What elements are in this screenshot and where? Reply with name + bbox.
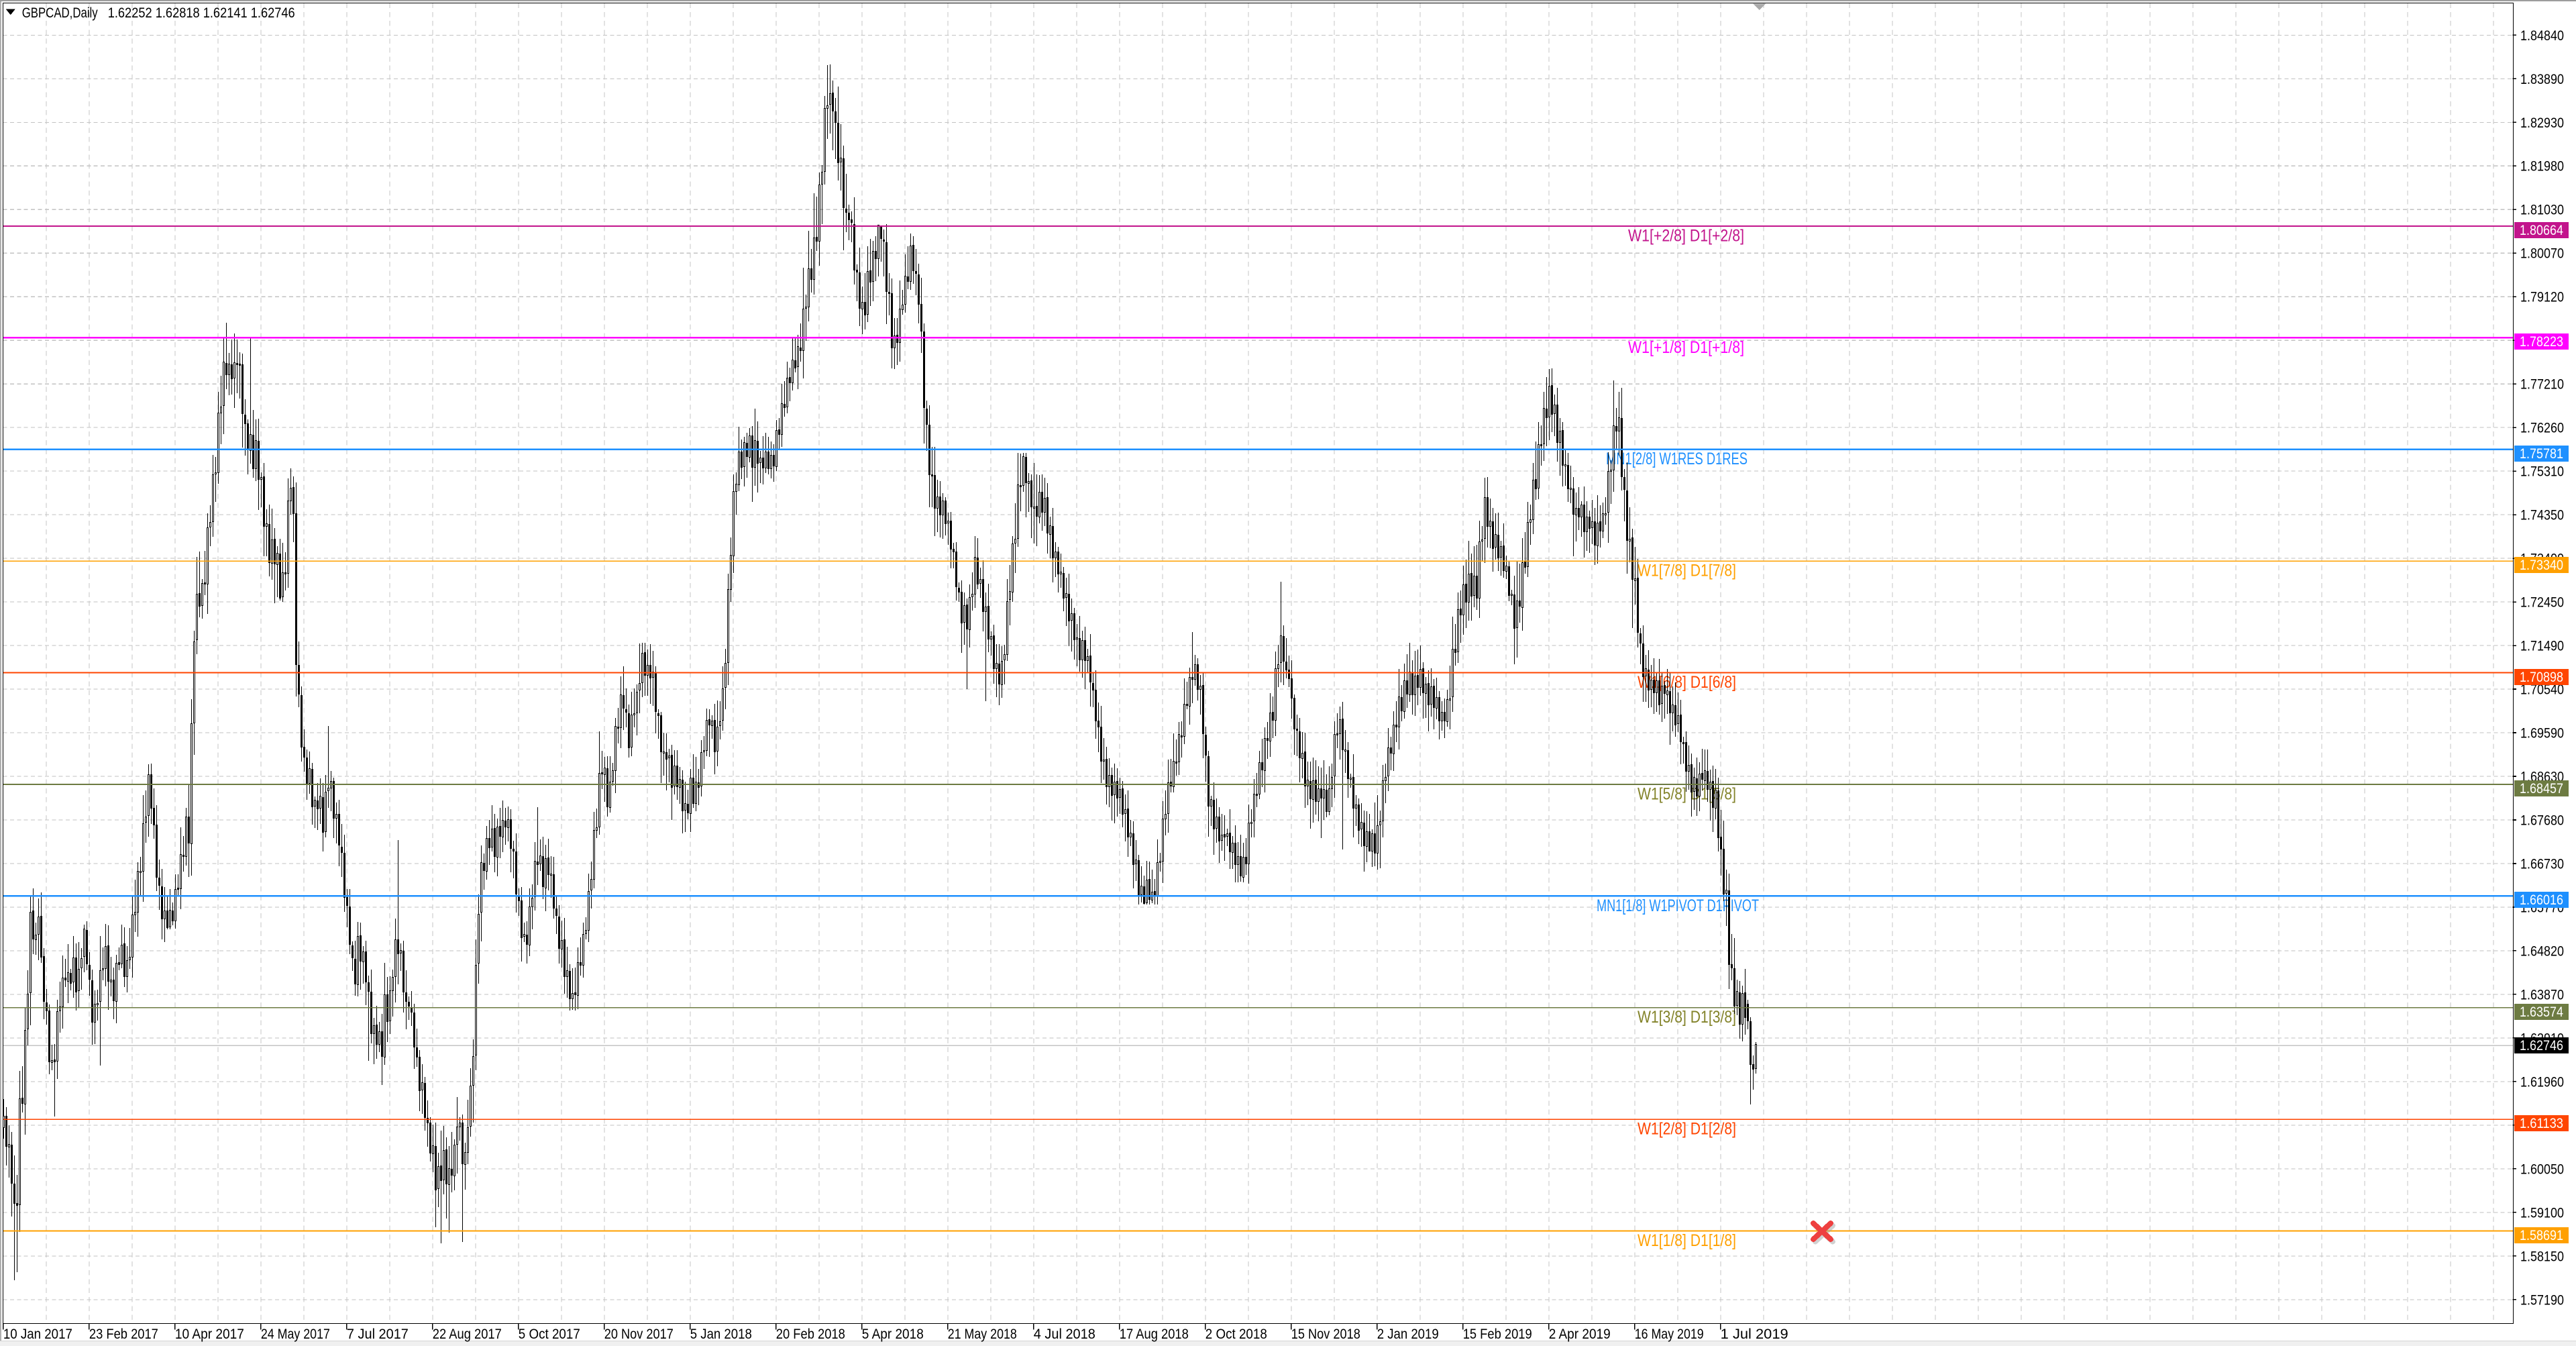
svg-text:1.61133: 1.61133 bbox=[2520, 1116, 2563, 1131]
svg-text:1.71490: 1.71490 bbox=[2520, 639, 2564, 654]
svg-text:W1[1/8] D1[1/8]: W1[1/8] D1[1/8] bbox=[1638, 1231, 1736, 1250]
svg-text:1.80664: 1.80664 bbox=[2520, 223, 2563, 238]
svg-text:1.81030: 1.81030 bbox=[2520, 203, 2564, 218]
svg-text:1.75310: 1.75310 bbox=[2520, 464, 2564, 480]
svg-text:1.77210: 1.77210 bbox=[2520, 377, 2564, 393]
svg-text:1.75781: 1.75781 bbox=[2520, 446, 2563, 462]
svg-text:1.83890: 1.83890 bbox=[2520, 72, 2564, 87]
svg-text:1.58691: 1.58691 bbox=[2520, 1228, 2563, 1243]
svg-text:10 Apr 2017: 10 Apr 2017 bbox=[175, 1327, 244, 1342]
svg-text:1 Jul 2019: 1 Jul 2019 bbox=[1721, 1327, 1788, 1342]
svg-text:W1[6/8] D1[6/8]: W1[6/8] D1[6/8] bbox=[1638, 673, 1736, 692]
svg-text:1.59100: 1.59100 bbox=[2520, 1205, 2564, 1221]
svg-text:1.58150: 1.58150 bbox=[2520, 1249, 2564, 1264]
svg-text:1.82930: 1.82930 bbox=[2520, 115, 2564, 131]
svg-text:1.73340: 1.73340 bbox=[2520, 558, 2563, 573]
svg-text:W1[+2/8] D1[+2/8]: W1[+2/8] D1[+2/8] bbox=[1628, 226, 1744, 245]
svg-text:1.69590: 1.69590 bbox=[2520, 726, 2564, 741]
svg-text:1.68457: 1.68457 bbox=[2520, 781, 2563, 796]
svg-text:1.80070: 1.80070 bbox=[2520, 246, 2564, 262]
svg-text:1.70898: 1.70898 bbox=[2520, 670, 2563, 685]
svg-text:2 Apr 2019: 2 Apr 2019 bbox=[1549, 1327, 1611, 1342]
svg-text:MN1[2/8] W1RES D1RES: MN1[2/8] W1RES D1RES bbox=[1606, 450, 1748, 468]
svg-text:GBPCAD,Daily: GBPCAD,Daily bbox=[22, 5, 98, 21]
svg-text:1.67680: 1.67680 bbox=[2520, 813, 2564, 829]
svg-text:1.66730: 1.66730 bbox=[2520, 857, 2564, 872]
svg-text:1.79120: 1.79120 bbox=[2520, 290, 2564, 305]
svg-text:1.62252 1.62818 1.62141 1.6274: 1.62252 1.62818 1.62141 1.62746 bbox=[108, 5, 295, 21]
svg-text:W1[+1/8] D1[+1/8]: W1[+1/8] D1[+1/8] bbox=[1628, 338, 1744, 357]
svg-text:1.72450: 1.72450 bbox=[2520, 595, 2564, 611]
svg-text:W1[2/8] D1[2/8]: W1[2/8] D1[2/8] bbox=[1638, 1120, 1736, 1139]
svg-text:W1[3/8] D1[3/8]: W1[3/8] D1[3/8] bbox=[1638, 1008, 1736, 1027]
svg-text:10 Jan 2017: 10 Jan 2017 bbox=[3, 1327, 72, 1342]
svg-text:17 Aug 2018: 17 Aug 2018 bbox=[1120, 1327, 1189, 1342]
svg-text:20 Nov 2017: 20 Nov 2017 bbox=[604, 1327, 674, 1342]
svg-text:1.78223: 1.78223 bbox=[2520, 334, 2563, 350]
svg-text:1.81980: 1.81980 bbox=[2520, 159, 2564, 174]
svg-text:1.57190: 1.57190 bbox=[2520, 1292, 2564, 1308]
svg-text:15 Feb 2019: 15 Feb 2019 bbox=[1463, 1327, 1532, 1342]
svg-text:1.61960: 1.61960 bbox=[2520, 1074, 2564, 1090]
svg-text:1.63870: 1.63870 bbox=[2520, 987, 2564, 1002]
svg-text:20 Feb 2018: 20 Feb 2018 bbox=[776, 1327, 845, 1342]
svg-text:1.60050: 1.60050 bbox=[2520, 1161, 2564, 1177]
svg-text:MN1[1/8] W1PIVOT D1PIVOT: MN1[1/8] W1PIVOT D1PIVOT bbox=[1597, 896, 1759, 915]
svg-text:1.74350: 1.74350 bbox=[2520, 508, 2564, 523]
svg-text:15 Nov 2018: 15 Nov 2018 bbox=[1291, 1327, 1360, 1342]
svg-text:4 Jul 2018: 4 Jul 2018 bbox=[1034, 1327, 1095, 1342]
svg-text:1.70540: 1.70540 bbox=[2520, 682, 2564, 698]
svg-text:2 Oct 2018: 2 Oct 2018 bbox=[1205, 1327, 1267, 1342]
svg-text:1.66016: 1.66016 bbox=[2520, 892, 2563, 908]
svg-text:W1[5/8] D1[5/8]: W1[5/8] D1[5/8] bbox=[1638, 784, 1736, 803]
svg-text:5 Apr 2018: 5 Apr 2018 bbox=[862, 1327, 924, 1342]
svg-text:23 Feb 2017: 23 Feb 2017 bbox=[89, 1327, 158, 1342]
svg-text:7 Jul 2017: 7 Jul 2017 bbox=[347, 1327, 409, 1342]
svg-text:16 May 2019: 16 May 2019 bbox=[1635, 1327, 1704, 1342]
svg-text:1.62746: 1.62746 bbox=[2520, 1038, 2563, 1053]
svg-text:1.64820: 1.64820 bbox=[2520, 943, 2564, 959]
svg-text:1.76260: 1.76260 bbox=[2520, 421, 2564, 436]
svg-text:21 May 2018: 21 May 2018 bbox=[948, 1327, 1017, 1342]
svg-text:22 Aug 2017: 22 Aug 2017 bbox=[433, 1327, 502, 1342]
svg-text:1.63574: 1.63574 bbox=[2520, 1004, 2563, 1020]
svg-text:24 May 2017: 24 May 2017 bbox=[261, 1327, 330, 1342]
svg-text:5 Oct 2017: 5 Oct 2017 bbox=[519, 1327, 580, 1342]
svg-text:5 Jan 2018: 5 Jan 2018 bbox=[690, 1327, 752, 1342]
svg-text:2 Jan 2019: 2 Jan 2019 bbox=[1377, 1327, 1439, 1342]
svg-text:1.84840: 1.84840 bbox=[2520, 28, 2564, 44]
svg-text:W1[7/8] D1[7/8]: W1[7/8] D1[7/8] bbox=[1638, 562, 1736, 580]
